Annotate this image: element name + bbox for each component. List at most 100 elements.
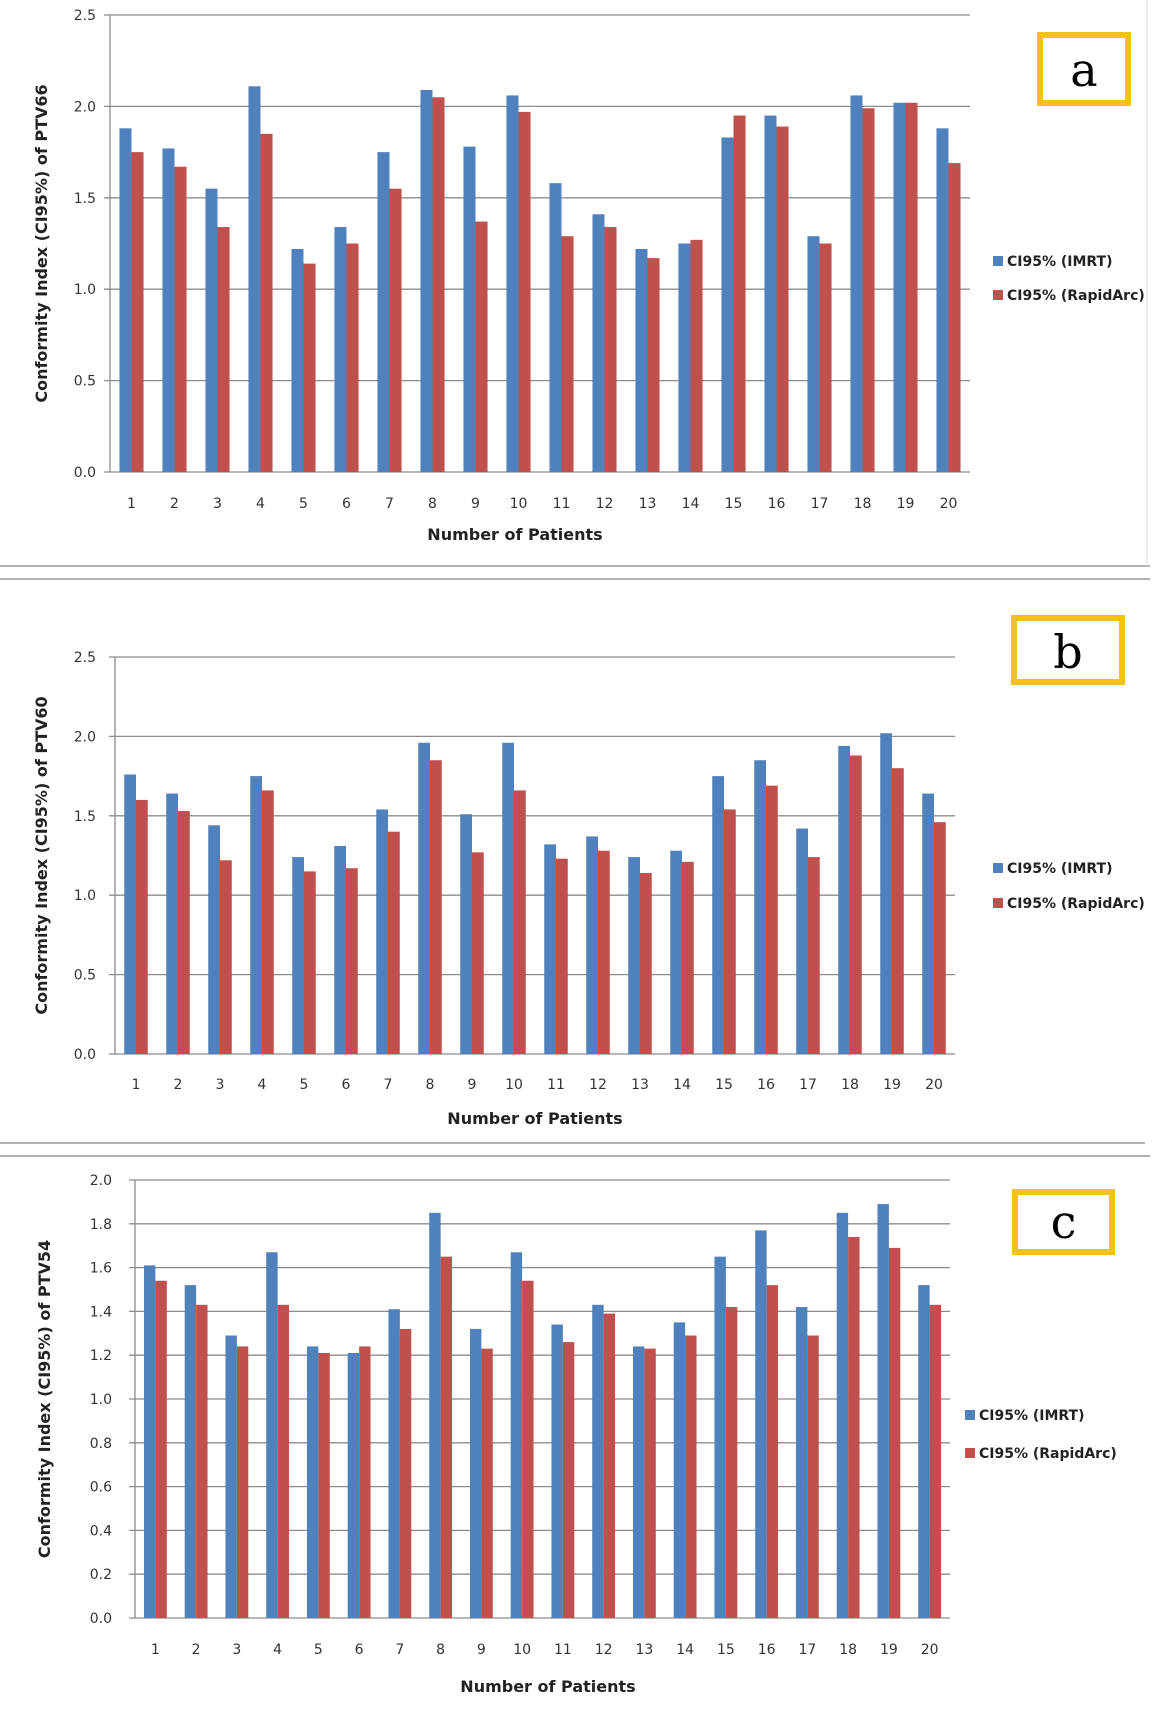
x-tick-label: 18 [841, 1077, 859, 1093]
x-tick-label: 15 [715, 1077, 733, 1093]
bar-imrt [429, 1212, 441, 1618]
y-tick-label: 0.0 [90, 1611, 112, 1627]
bar-rapidarc [318, 1353, 330, 1618]
bar-rapidarc [178, 811, 190, 1054]
bar-rapidarc [948, 163, 961, 472]
y-axis-title: Conformity Index (CI95%) of PTV66 [32, 84, 51, 402]
bar-imrt [673, 1322, 686, 1618]
y-tick-label: 0.2 [90, 1567, 112, 1583]
bar-imrt [922, 793, 934, 1054]
bar-rapidarc [905, 102, 918, 472]
bar-imrt [292, 857, 304, 1054]
x-tick-label: 17 [798, 1642, 816, 1658]
bar-imrt [836, 1212, 849, 1618]
x-tick-label: 7 [384, 1077, 393, 1093]
x-tick-label: 13 [631, 1077, 649, 1093]
x-tick-label: 20 [921, 1642, 939, 1658]
x-tick-label: 9 [477, 1642, 486, 1658]
bar-imrt [291, 248, 304, 472]
x-tick-label: 11 [547, 1077, 565, 1093]
x-tick-label: 12 [596, 496, 614, 512]
x-tick-label: 17 [799, 1077, 817, 1093]
x-tick-label: 3 [232, 1642, 241, 1658]
bar-rapidarc [518, 111, 531, 472]
bar-imrt [143, 1265, 156, 1618]
y-tick-label: 0.6 [90, 1480, 112, 1496]
chart-panel-b: 0.00.51.01.52.02.51 2 3 4 5 6 7 8 9 10 11 12 13 14 15 1… [32, 615, 1145, 1128]
x-tick-label: 8 [436, 1642, 445, 1658]
bar-imrt [225, 1335, 237, 1618]
bar-imrt [250, 776, 262, 1054]
bar-rapidarc [561, 236, 574, 472]
bar-rapidarc [598, 850, 610, 1054]
bar-imrt [712, 776, 724, 1054]
y-tick-label: 1.0 [90, 1392, 112, 1408]
y-tick-label: 1.5 [74, 191, 96, 207]
bar-rapidarc [888, 1247, 901, 1618]
x-tick-label: 20 [940, 496, 958, 512]
legend-swatch-imrt [993, 256, 1003, 266]
x-axis-title: Number of Patients [447, 1109, 622, 1128]
bar-imrt [670, 850, 682, 1054]
bar-imrt [306, 1346, 319, 1618]
bar-rapidarc [262, 790, 274, 1054]
bar-rapidarc [819, 243, 832, 472]
x-tick-label: 1 [151, 1642, 160, 1658]
bar-imrt [592, 1304, 604, 1618]
panel-label-box [1037, 32, 1131, 106]
y-tick-label: 1.2 [90, 1348, 112, 1364]
x-tick-label: 13 [639, 496, 657, 512]
x-tick-label: 18 [839, 1642, 857, 1658]
x-tick-label: 9 [471, 496, 480, 512]
bar-rapidarc [640, 872, 652, 1054]
y-tick-label: 0.5 [74, 374, 96, 390]
y-axis-title: Conformity Index (CI95%) of PTV54 [35, 1240, 54, 1558]
bar-rapidarc [346, 243, 359, 472]
bar-rapidarc [174, 166, 187, 472]
x-tick-label: 10 [510, 496, 528, 512]
x-tick-label: 16 [757, 1077, 775, 1093]
bar-rapidarc [562, 1342, 575, 1618]
bar-imrt [347, 1353, 360, 1618]
x-tick-label: 4 [258, 1077, 267, 1093]
bar-rapidarc [776, 126, 789, 473]
legend-label-imrt: CI95% (IMRT) [1007, 254, 1113, 270]
x-tick-label: 7 [385, 496, 394, 512]
bar-imrt [755, 1230, 767, 1618]
y-tick-label: 2.0 [74, 729, 96, 745]
x-tick-label: 6 [355, 1642, 364, 1658]
bar-imrt [420, 89, 433, 472]
bar-imrt [376, 809, 388, 1054]
x-tick-label: 5 [300, 1077, 309, 1093]
bar-rapidarc [260, 133, 273, 472]
x-tick-label: 18 [854, 496, 872, 512]
bar-rapidarc [217, 227, 230, 472]
bar-rapidarc [196, 1304, 208, 1618]
bar-rapidarc [733, 115, 746, 472]
x-tick-label: 15 [725, 496, 743, 512]
y-tick-label: 2.0 [74, 99, 96, 115]
bar-rapidarc [862, 108, 875, 472]
x-tick-label: 5 [299, 496, 308, 512]
legend-label-rapidarc: CI95% (RapidArc) [1007, 288, 1145, 304]
x-tick-label: 6 [342, 496, 351, 512]
bar-imrt [628, 857, 640, 1054]
x-tick-label: 1 [132, 1077, 141, 1093]
bar-imrt [549, 183, 562, 472]
bar-imrt [721, 137, 734, 472]
legend-label-rapidarc: CI95% (RapidArc) [1007, 896, 1145, 912]
bar-imrt [544, 844, 556, 1054]
bar-imrt [632, 1346, 645, 1618]
bar-rapidarc [725, 1307, 738, 1618]
bar-rapidarc [685, 1335, 697, 1618]
bar-rapidarc [808, 857, 820, 1054]
bar-rapidarc [303, 263, 316, 472]
bar-imrt [635, 248, 648, 472]
x-tick-label: 1 [127, 496, 136, 512]
y-tick-label: 1.4 [90, 1304, 112, 1320]
bar-rapidarc [850, 755, 862, 1054]
x-tick-label: 10 [513, 1642, 531, 1658]
bar-imrt [807, 236, 820, 472]
x-tick-label: 4 [256, 496, 265, 512]
bar-imrt [124, 774, 136, 1054]
